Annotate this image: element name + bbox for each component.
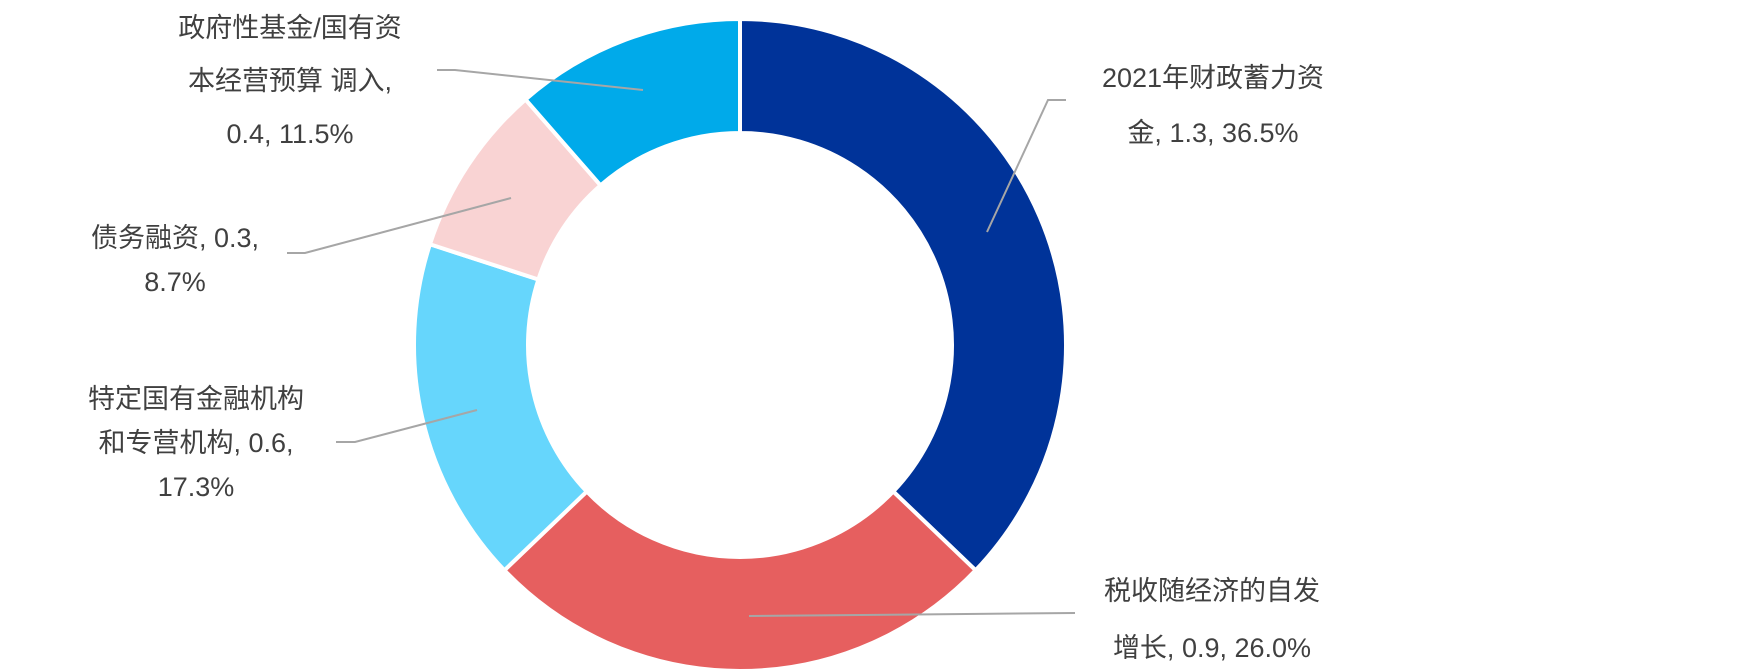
leader-line-1 <box>986 99 1066 233</box>
data-labels: 2021年财政蓄力资金, 1.3, 36.5% 税收随经济的自发增长, 0.9, … <box>88 13 1324 663</box>
data-label-line: 和专营机构, 0.6, <box>98 428 293 458</box>
slice-3 <box>412 241 590 574</box>
data-label-line: 17.3% <box>158 472 235 502</box>
data-label-line: 税收随经济的自发 <box>1104 576 1320 606</box>
leader-line-2 <box>748 612 1076 617</box>
data-label-line: 债务融资, 0.3, <box>91 223 259 253</box>
leader-line-5 <box>437 69 644 91</box>
data-label-4: 债务融资, 0.3, 8.7% <box>91 223 259 297</box>
data-label-3: 特定国有金融机构和专营机构, 0.6, 17.3% <box>88 384 304 502</box>
slice-5 <box>522 16 742 189</box>
data-label-2: 税收随经济的自发增长, 0.9, 26.0% <box>1104 576 1320 663</box>
data-label-line: 本经营预算 调入, <box>188 66 392 96</box>
slice-1 <box>738 16 1068 574</box>
slices <box>412 16 1068 671</box>
data-label-line: 2021年财政蓄力资 <box>1102 63 1324 93</box>
data-label-line: 0.4, 11.5% <box>226 119 353 149</box>
data-label-line: 金, 1.3, 36.5% <box>1127 118 1298 148</box>
data-label-line: 特定国有金融机构 <box>88 384 304 414</box>
data-label-line: 增长, 0.9, 26.0% <box>1113 633 1311 663</box>
slice-2 <box>501 488 979 671</box>
leader-line-3 <box>336 409 478 443</box>
data-label-5: 政府性基金/国有资本经营预算 调入, 0.4, 11.5% <box>178 13 402 149</box>
leader-line-4 <box>287 197 512 254</box>
leader-lines <box>287 69 1076 617</box>
data-label-1: 2021年财政蓄力资金, 1.3, 36.5% <box>1102 63 1324 148</box>
data-label-line: 政府性基金/国有资 <box>178 13 402 43</box>
data-label-line: 8.7% <box>144 267 206 297</box>
